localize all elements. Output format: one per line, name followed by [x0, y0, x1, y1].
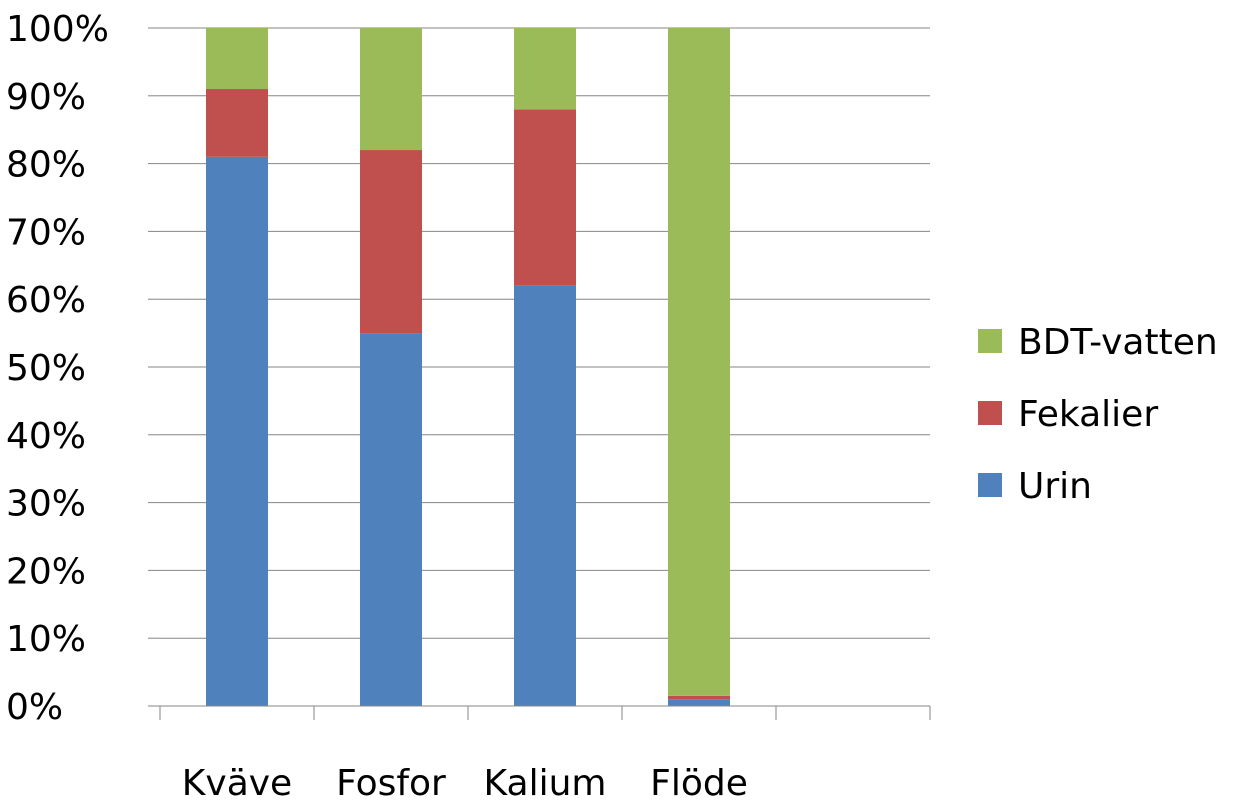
legend-label: Fekalier	[1018, 394, 1158, 435]
x-tick-label: Kalium	[484, 763, 607, 801]
legend-swatch-bdt-vatten	[978, 329, 1002, 353]
bar-segment-urin	[206, 156, 268, 706]
y-tick-label: 50%	[6, 348, 86, 389]
x-tick-label: Kväve	[182, 763, 292, 801]
y-axis-tick-labels: 0% 10% 20% 30% 40% 50% 60% 70% 80% 90% 100%	[6, 9, 109, 728]
y-tick-label: 20%	[6, 551, 86, 592]
bar-segment-fekalier	[206, 89, 268, 157]
legend-swatch-urin	[978, 473, 1002, 497]
bar-segment-bdt-vatten	[514, 28, 576, 110]
bar-segment-fekalier	[668, 695, 730, 700]
x-tick-label: Fosfor	[336, 763, 446, 801]
y-tick-label: 100%	[6, 9, 109, 50]
y-tick-label: 10%	[6, 619, 86, 660]
bar-segment-fekalier	[360, 150, 422, 334]
y-tick-label: 0%	[6, 687, 63, 728]
bar-segment-urin	[668, 699, 730, 706]
bar-segment-urin	[360, 333, 422, 706]
y-tick-label: 90%	[6, 77, 86, 118]
x-axis	[159, 705, 931, 720]
legend-swatch-fekalier	[978, 401, 1002, 425]
legend-label: Urin	[1018, 466, 1092, 507]
x-tick-label: Flöde	[650, 763, 748, 801]
bar-segment-urin	[514, 285, 576, 706]
legend-label: BDT-vatten	[1018, 322, 1218, 363]
x-axis-tick-labels: Kväve Fosfor Kalium Flöde	[182, 763, 748, 801]
bars	[206, 28, 730, 706]
bar-segment-bdt-vatten	[206, 28, 268, 90]
y-tick-label: 70%	[6, 212, 86, 253]
y-tick-label: 30%	[6, 484, 86, 525]
bar-segment-fekalier	[514, 109, 576, 286]
bar-segment-bdt-vatten	[668, 28, 730, 696]
y-tick-label: 60%	[6, 280, 86, 321]
y-tick-label: 80%	[6, 145, 86, 186]
y-tick-label: 40%	[6, 416, 86, 457]
legend: BDT-vatten Fekalier Urin	[978, 322, 1218, 507]
bar-segment-bdt-vatten	[360, 28, 422, 151]
